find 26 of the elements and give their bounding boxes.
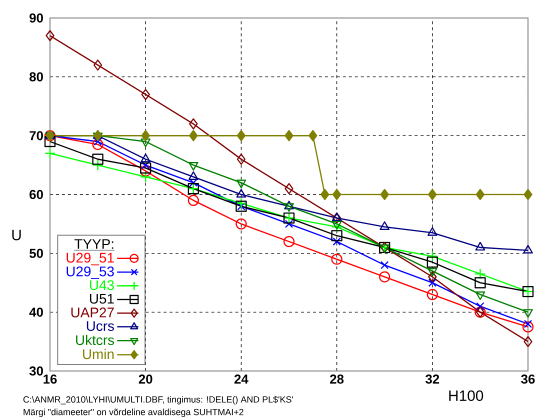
- y-axis-title: U: [12, 230, 21, 240]
- legend-label: Ucrs: [86, 321, 114, 331]
- y-tick-label: 30: [29, 366, 43, 376]
- legend-label: U29_53: [66, 266, 114, 279]
- legend-label: UAP27: [71, 308, 114, 318]
- x-axis-title: H100: [449, 390, 484, 401]
- y-tick-label: 60: [30, 190, 43, 200]
- y-tick-label: 40: [29, 308, 43, 317]
- legend-label: Uktcrs: [76, 334, 114, 346]
- legend-label: U43: [90, 280, 114, 290]
- y-tick-label: 90: [30, 13, 43, 23]
- legend-label: Umin: [83, 348, 114, 360]
- y-tick-label: 80: [29, 72, 43, 82]
- x-tick-label: 28: [330, 374, 344, 384]
- legend-label: U51: [90, 294, 114, 304]
- x-tick-label: 32: [426, 374, 440, 384]
- x-tick-label: 36: [521, 374, 535, 384]
- text: C:\ANMR_2010\LYHI\UMULTI.DBF, tingimus: !DELE() AND PL$'KS': [23, 396, 293, 404]
- x-tick-label: 20: [138, 374, 152, 384]
- text: Märgi "diameeter" on võrdeline avaldisega SUHTMAI+2: [24, 408, 244, 417]
- x-tick-label: 16: [44, 374, 57, 384]
- legend-label: U29_51: [66, 252, 114, 266]
- legend-title: TYYP:: [74, 239, 114, 249]
- y-tick-label: 50: [29, 248, 43, 258]
- x-tick-label: 24: [234, 374, 248, 384]
- y-tick-label: 70: [30, 131, 43, 140]
